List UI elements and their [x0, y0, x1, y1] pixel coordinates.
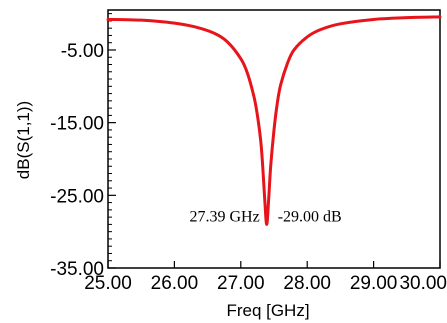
x-tick-label: 26.00 [151, 273, 199, 294]
y-axis-label: dB(S(1,1)) [14, 101, 33, 179]
plot-frame [107, 9, 441, 269]
x-ticks: 25.00 26.00 27.00 28.00 29.00 30.00 [84, 261, 447, 294]
x-tick-label: 25.00 [84, 273, 132, 294]
series-layer [106, 15, 442, 226]
min-frequency-label: 27.39 GHz [189, 208, 259, 225]
y-tick-label: -35.00 [50, 259, 104, 280]
x-tick-label: 29.00 [350, 273, 398, 294]
y-tick-label: -25.00 [50, 186, 104, 207]
y-ticks: -5.00 -15.00 -25.00 -35.00 [50, 41, 116, 280]
y-minor-ticks [108, 13, 112, 262]
x-tick-label: 30.00 [399, 273, 447, 294]
y-tick-label: -5.00 [61, 41, 104, 62]
annotations: 27.39 GHz -29.00 dB [189, 208, 341, 225]
min-value-label: -29.00 dB [278, 208, 342, 225]
x-tick-label: 28.00 [283, 273, 331, 294]
x-axis-label: Freq [GHz] [226, 301, 309, 320]
x-tick-label: 27.00 [217, 273, 265, 294]
s11-curve [106, 15, 442, 226]
y-tick-label: -15.00 [50, 114, 104, 135]
